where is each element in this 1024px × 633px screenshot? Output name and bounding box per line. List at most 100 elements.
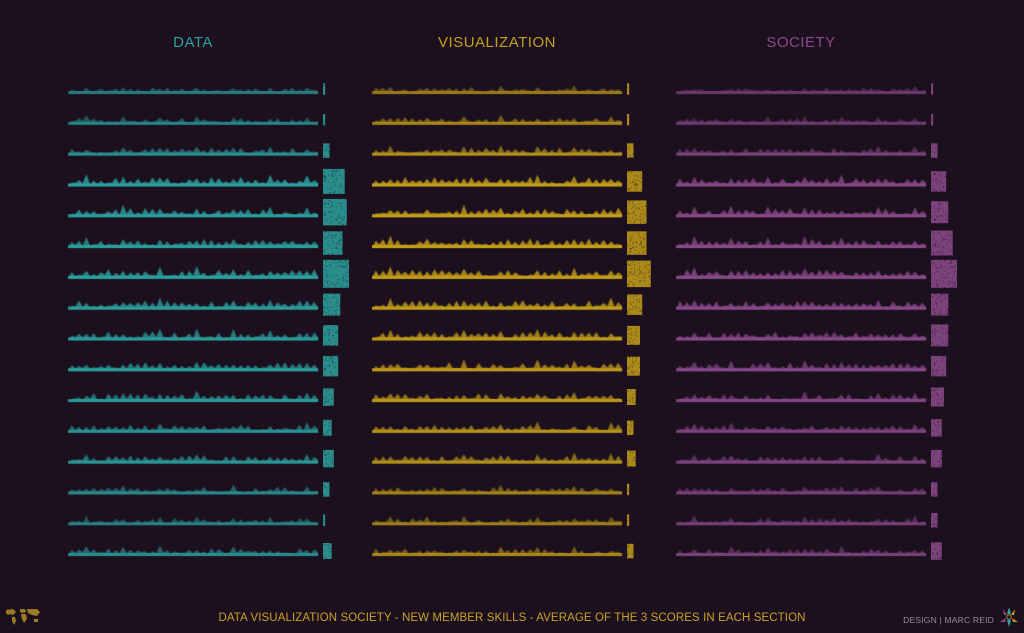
ridge-base-society-row-13 bbox=[676, 460, 926, 464]
total-bar-visualization-row-14 bbox=[627, 483, 630, 496]
ridge-base-society-row-2 bbox=[676, 121, 926, 125]
total-bar-visualization-row-9 bbox=[627, 325, 640, 345]
total-bar-society-row-6 bbox=[931, 230, 953, 256]
ridge-base-society-row-14 bbox=[676, 491, 926, 495]
total-bar-society-row-7 bbox=[931, 259, 957, 288]
ridge-base-visualization-row-2 bbox=[372, 121, 622, 125]
ridge-base-data-row-4 bbox=[68, 183, 318, 187]
total-bar-visualization-row-12 bbox=[627, 420, 634, 436]
total-bar-society-row-12 bbox=[931, 419, 942, 437]
ridge-base-visualization-row-3 bbox=[372, 152, 622, 156]
ridge-visualization-row-7 bbox=[372, 266, 622, 279]
total-bar-data-row-13 bbox=[323, 449, 334, 468]
ridge-visualization-row-8 bbox=[372, 297, 622, 310]
ridge-base-society-row-5 bbox=[676, 214, 926, 218]
ridge-base-data-row-13 bbox=[68, 460, 318, 464]
ridge-base-data-row-1 bbox=[68, 91, 318, 94]
ridge-base-visualization-row-6 bbox=[372, 245, 622, 248]
ridge-base-data-row-2 bbox=[68, 121, 318, 125]
total-bar-visualization-row-1 bbox=[627, 83, 630, 95]
total-bar-data-row-4 bbox=[323, 168, 345, 194]
ridge-base-data-row-15 bbox=[68, 522, 318, 526]
ridge-base-visualization-row-4 bbox=[372, 183, 622, 187]
ridge-base-data-row-8 bbox=[68, 306, 318, 310]
ridge-base-society-row-3 bbox=[676, 152, 926, 156]
panel-title-visualization: VISUALIZATION bbox=[438, 34, 556, 51]
total-bar-visualization-row-2 bbox=[627, 114, 630, 126]
ridge-base-visualization-row-8 bbox=[372, 306, 622, 310]
total-bar-data-row-12 bbox=[323, 419, 332, 436]
ridge-data-row-8 bbox=[68, 297, 318, 310]
total-bar-society-row-1 bbox=[931, 83, 934, 95]
ridge-base-society-row-7 bbox=[676, 275, 926, 279]
ridge-base-society-row-9 bbox=[676, 337, 926, 341]
ridge-visualization-row-6 bbox=[372, 235, 622, 248]
ridge-base-visualization-row-15 bbox=[372, 522, 622, 526]
ridge-base-visualization-row-9 bbox=[372, 337, 622, 341]
ridge-base-society-row-12 bbox=[676, 429, 926, 433]
total-bar-data-row-16 bbox=[323, 543, 332, 559]
panel-data bbox=[68, 83, 350, 560]
total-bar-society-row-5 bbox=[931, 201, 949, 224]
ridge-base-society-row-10 bbox=[676, 368, 926, 372]
total-bar-visualization-row-16 bbox=[627, 543, 634, 559]
ridge-base-data-row-7 bbox=[68, 275, 318, 279]
design-credit: DESIGN | MARC REID bbox=[903, 615, 994, 625]
total-bar-visualization-row-4 bbox=[627, 171, 643, 192]
ridge-data-row-5 bbox=[68, 204, 318, 218]
ridge-base-visualization-row-16 bbox=[372, 553, 622, 556]
ridge-base-society-row-8 bbox=[676, 306, 926, 310]
ridge-base-visualization-row-7 bbox=[372, 275, 622, 279]
total-bar-society-row-14 bbox=[931, 482, 938, 497]
ridge-base-data-row-10 bbox=[68, 368, 318, 372]
dvs-logo-icon bbox=[998, 606, 1020, 633]
chart-footer-title: DATA VISUALIZATION SOCIETY - NEW MEMBER … bbox=[218, 612, 806, 624]
total-bar-visualization-row-5 bbox=[627, 200, 647, 224]
ridge-base-visualization-row-11 bbox=[372, 399, 622, 402]
ridge-base-data-row-3 bbox=[68, 152, 318, 156]
ridge-society-row-4 bbox=[676, 174, 926, 187]
total-bar-data-row-8 bbox=[323, 293, 341, 316]
ridge-base-visualization-row-14 bbox=[372, 491, 622, 495]
total-bar-society-row-9 bbox=[931, 324, 949, 347]
ridge-base-visualization-row-5 bbox=[372, 214, 622, 218]
ridge-base-visualization-row-10 bbox=[372, 368, 622, 372]
total-bar-society-row-2 bbox=[931, 114, 934, 126]
ridge-base-society-row-6 bbox=[676, 245, 926, 248]
total-bar-visualization-row-13 bbox=[627, 450, 636, 467]
ridge-data-row-4 bbox=[68, 174, 318, 187]
ridge-base-visualization-row-1 bbox=[372, 91, 622, 94]
total-bar-society-row-15 bbox=[931, 513, 938, 528]
panel-title-society: SOCIETY bbox=[766, 34, 836, 51]
ridge-base-data-row-12 bbox=[68, 429, 318, 433]
total-bar-society-row-4 bbox=[931, 171, 947, 192]
panel-visualization bbox=[372, 83, 651, 559]
total-bar-data-row-6 bbox=[323, 231, 343, 255]
total-bar-data-row-15 bbox=[323, 514, 326, 526]
ridge-society-row-1 bbox=[676, 86, 926, 94]
total-bar-data-row-10 bbox=[323, 355, 339, 377]
total-bar-data-row-3 bbox=[323, 143, 330, 158]
total-bar-data-row-2 bbox=[323, 114, 326, 126]
panel-title-data: DATA bbox=[173, 34, 213, 51]
panel-society bbox=[676, 83, 958, 560]
ridge-base-data-row-9 bbox=[68, 337, 318, 341]
ridge-base-data-row-16 bbox=[68, 553, 318, 556]
ridge-base-society-row-15 bbox=[676, 522, 926, 526]
total-bar-society-row-10 bbox=[931, 355, 947, 377]
ridge-base-data-row-11 bbox=[68, 399, 318, 402]
ridge-base-society-row-16 bbox=[676, 553, 926, 556]
ridge-base-visualization-row-12 bbox=[372, 429, 622, 433]
ridge-base-data-row-6 bbox=[68, 245, 318, 248]
total-bar-visualization-row-15 bbox=[627, 514, 630, 526]
ridge-base-society-row-4 bbox=[676, 183, 926, 187]
total-bar-visualization-row-8 bbox=[627, 294, 643, 315]
total-bar-data-row-14 bbox=[323, 482, 330, 497]
total-bar-society-row-16 bbox=[931, 542, 942, 560]
total-bar-visualization-row-11 bbox=[627, 389, 636, 405]
total-bar-data-row-11 bbox=[323, 388, 334, 406]
total-bar-data-row-7 bbox=[323, 259, 349, 288]
ridge-base-data-row-5 bbox=[68, 214, 318, 218]
ridge-base-data-row-14 bbox=[68, 491, 318, 495]
